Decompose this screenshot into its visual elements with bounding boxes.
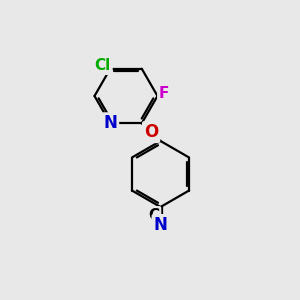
Text: Cl: Cl [94,58,111,73]
Text: C: C [148,208,160,223]
Text: O: O [144,123,158,141]
Text: N: N [154,216,167,234]
Text: N: N [103,114,117,132]
Text: F: F [159,85,169,100]
